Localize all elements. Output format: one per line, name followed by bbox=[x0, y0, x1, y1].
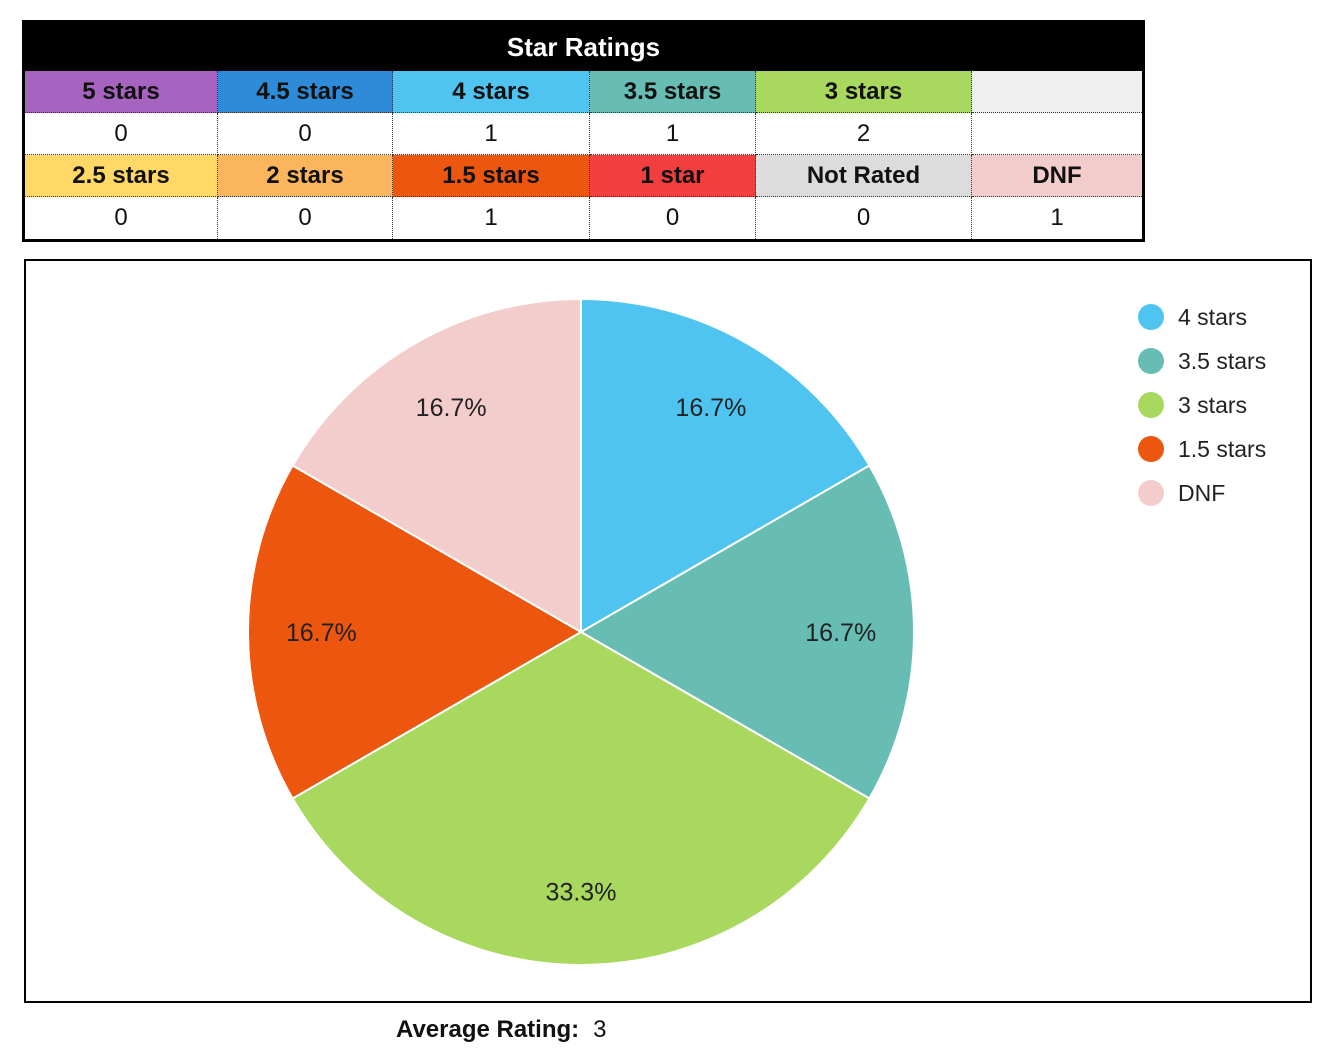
slice-label: 16.7% bbox=[286, 619, 357, 647]
legend-label: 3.5 stars bbox=[1178, 347, 1267, 374]
rating-header: 3.5 stars bbox=[590, 71, 756, 113]
pie-slice bbox=[291, 630, 871, 966]
rating-count: 0 bbox=[218, 113, 393, 155]
legend-label: DNF bbox=[1178, 479, 1226, 506]
rating-header: 4.5 stars bbox=[218, 71, 393, 113]
rating-count: 2 bbox=[756, 113, 972, 155]
chart-legend: 4 stars 3.5 stars 3 stars 1.5 stars DNF bbox=[1138, 295, 1266, 515]
legend-item: 4 stars bbox=[1138, 295, 1266, 339]
count-row: 0 0 1 1 2 bbox=[25, 113, 1142, 155]
rating-header: Not Rated bbox=[756, 155, 972, 197]
rating-count: 1 bbox=[590, 113, 756, 155]
header-row: 2.5 stars 2 stars 1.5 stars 1 star Not R… bbox=[25, 155, 1142, 197]
legend-swatch bbox=[1138, 392, 1164, 418]
rating-header: 2 stars bbox=[218, 155, 393, 197]
rating-header: 1.5 stars bbox=[393, 155, 590, 197]
rating-header: 2.5 stars bbox=[25, 155, 218, 197]
legend-label: 4 stars bbox=[1178, 303, 1248, 330]
rating-count: 0 bbox=[756, 197, 972, 239]
rating-count: 0 bbox=[25, 197, 218, 239]
slice-label: 16.7% bbox=[805, 619, 876, 647]
pie-slice bbox=[580, 297, 871, 634]
table-title: Star Ratings bbox=[25, 23, 1142, 71]
legend-swatch bbox=[1138, 304, 1164, 330]
pie-chart: 16.7% 16.7% 33.3% 16.7% 16.7% bbox=[247, 297, 915, 966]
rating-header: 1 star bbox=[590, 155, 756, 197]
rating-count: 1 bbox=[393, 197, 590, 239]
pie-slice bbox=[247, 464, 583, 800]
legend-item: 1.5 stars bbox=[1138, 427, 1266, 471]
legend-swatch bbox=[1138, 348, 1164, 374]
slice-label: 33.3% bbox=[546, 879, 617, 907]
average-rating-label: Average Rating: bbox=[396, 1016, 580, 1043]
rating-count: 0 bbox=[25, 113, 218, 155]
rating-count: 0 bbox=[218, 197, 393, 239]
pie-chart-panel: 16.7% 16.7% 33.3% 16.7% 16.7% 4 stars 3.5 sta… bbox=[24, 259, 1312, 1003]
rating-header: DNF bbox=[972, 155, 1142, 197]
legend-item: DNF bbox=[1138, 471, 1266, 515]
slice-label: 16.7% bbox=[416, 394, 487, 422]
rating-count: 1 bbox=[393, 113, 590, 155]
count-row: 0 0 1 0 0 1 bbox=[25, 197, 1142, 239]
legend-swatch bbox=[1138, 480, 1164, 506]
average-rating-value: 3 bbox=[593, 1016, 607, 1043]
slice-label: 16.7% bbox=[675, 394, 746, 422]
pie-slice bbox=[579, 464, 915, 800]
rating-header: 5 stars bbox=[25, 71, 218, 113]
rating-count: 1 bbox=[1050, 204, 1064, 231]
legend-label: 3 stars bbox=[1178, 391, 1248, 418]
rating-count bbox=[972, 113, 1142, 155]
rating-header: 3 stars bbox=[756, 71, 972, 113]
legend-item: 3.5 stars bbox=[1138, 339, 1266, 383]
legend-item: 3 stars bbox=[1138, 383, 1266, 427]
average-rating: Average Rating: 3 bbox=[396, 1016, 607, 1044]
legend-swatch bbox=[1138, 436, 1164, 462]
rating-count: 0 bbox=[590, 197, 756, 239]
star-ratings-table: Star Ratings 5 stars 4.5 stars 4 stars 3… bbox=[22, 20, 1145, 242]
rating-header: 4 stars bbox=[393, 71, 590, 113]
legend-label: 1.5 stars bbox=[1178, 435, 1267, 462]
pie-slice bbox=[291, 297, 582, 634]
rating-header bbox=[972, 71, 1142, 113]
header-row: 5 stars 4.5 stars 4 stars 3.5 stars 3 st… bbox=[25, 71, 1142, 113]
